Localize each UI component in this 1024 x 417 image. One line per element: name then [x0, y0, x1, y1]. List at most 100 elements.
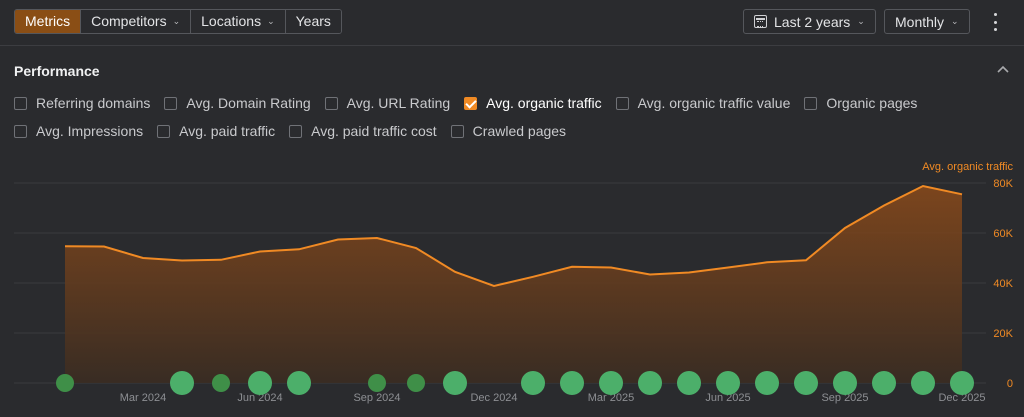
traffic-point[interactable] [644, 269, 656, 281]
traffic-point[interactable] [605, 262, 617, 274]
checkbox-label: Avg. paid traffic [179, 123, 276, 139]
event-marker[interactable] [950, 371, 974, 395]
checkbox[interactable] [14, 96, 27, 110]
tab-locations[interactable]: Locations ⌄ [191, 10, 286, 33]
organic-traffic-chart: Avg. organic traffic 80K 60K 40K 20K 0 Mar 2… [14, 161, 1014, 404]
event-marker[interactable] [170, 371, 194, 395]
series-label: Avg. organic traffic [922, 161, 1013, 173]
event-marker[interactable] [872, 371, 896, 395]
event-marker[interactable] [794, 371, 818, 395]
more-vertical-icon[interactable] [989, 13, 1001, 31]
traffic-point[interactable] [956, 188, 968, 200]
chevron-up-icon[interactable] [997, 64, 1009, 76]
metric-checkbox-row: Referring domains Avg. Domain Rating Avg… [14, 95, 931, 111]
traffic-point[interactable] [176, 255, 188, 267]
traffic-point[interactable] [332, 234, 344, 246]
x-tick-label: Sep 2024 [353, 392, 400, 404]
event-marker[interactable] [755, 371, 779, 395]
checkbox-label: Avg. organic traffic [486, 95, 602, 111]
chevron-down-icon: ⌄ [951, 16, 959, 26]
event-marker[interactable] [368, 374, 386, 392]
event-marker[interactable] [521, 371, 545, 395]
event-marker[interactable] [677, 371, 701, 395]
tab-label: Locations [201, 13, 262, 29]
event-marker[interactable] [833, 371, 857, 395]
traffic-point[interactable] [566, 261, 578, 273]
checkbox-avg-paid-traffic-cost[interactable]: Avg. paid traffic cost [289, 123, 437, 139]
traffic-point[interactable] [449, 266, 461, 278]
checkbox-label: Avg. URL Rating [346, 95, 451, 111]
checkbox-referring-domains[interactable]: Referring domains [14, 95, 150, 111]
chevron-down-icon: ⌄ [267, 16, 275, 26]
tab-years[interactable]: Years [285, 10, 341, 33]
checkbox[interactable] [157, 124, 171, 138]
checkbox-label: Avg. Impressions [36, 123, 144, 139]
tab-label: Competitors [91, 13, 167, 29]
checkbox[interactable] [14, 124, 27, 138]
checkbox[interactable] [324, 96, 338, 110]
checkbox[interactable] [804, 96, 818, 110]
traffic-point[interactable] [488, 280, 500, 292]
checkbox-label: Referring domains [36, 95, 151, 111]
checkbox-organic-pages[interactable]: Organic pages [804, 95, 917, 111]
x-tick-label: Sep 2025 [821, 392, 868, 404]
frequency-dropdown[interactable]: Monthly ⌄ [884, 9, 970, 34]
date-range-dropdown[interactable]: Last 2 years ⌄ [743, 9, 876, 34]
event-marker[interactable] [407, 374, 425, 392]
traffic-point[interactable] [137, 252, 149, 264]
checkbox-label: Organic pages [826, 95, 918, 111]
checkbox-crawled-pages[interactable]: Crawled pages [450, 123, 567, 139]
event-marker[interactable] [56, 374, 74, 392]
event-marker[interactable] [599, 371, 623, 395]
traffic-line [64, 184, 963, 288]
traffic-point[interactable] [59, 240, 71, 252]
event-marker[interactable] [911, 371, 935, 395]
traffic-point[interactable] [371, 232, 383, 244]
checkbox-avg-organic-traffic[interactable]: Avg. organic traffic [464, 95, 602, 111]
checkbox[interactable] [450, 124, 464, 138]
checkbox-avg-domain-rating[interactable]: Avg. Domain Rating [164, 95, 311, 111]
checkbox-label: Crawled pages [472, 123, 567, 139]
traffic-point[interactable] [839, 222, 851, 234]
checkbox-label: Avg. paid traffic cost [311, 123, 437, 139]
traffic-point[interactable] [254, 246, 266, 258]
event-marker[interactable] [638, 371, 662, 395]
x-tick-label: Dec 2025 [938, 392, 985, 404]
traffic-point[interactable] [761, 256, 773, 268]
traffic-point[interactable] [410, 242, 422, 254]
y-tick-label: 60K [993, 228, 1013, 240]
traffic-point[interactable] [98, 241, 110, 253]
tab-competitors[interactable]: Competitors ⌄ [81, 10, 192, 33]
event-marker[interactable] [560, 371, 584, 395]
toolbar: Metrics Competitors ⌄ Locations ⌄ Years La… [0, 0, 1024, 46]
checkbox-label: Avg. Domain Rating [186, 95, 311, 111]
traffic-point[interactable] [683, 267, 695, 279]
traffic-point[interactable] [527, 271, 539, 283]
checkbox[interactable] [289, 124, 303, 138]
checkbox[interactable] [164, 96, 178, 110]
event-marker[interactable] [716, 371, 740, 395]
traffic-point[interactable] [917, 180, 929, 192]
date-range-label: Last 2 years [774, 13, 851, 30]
y-tick-label: 20K [993, 328, 1013, 340]
frequency-label: Monthly [895, 13, 945, 30]
chevron-down-icon: ⌄ [857, 16, 865, 26]
traffic-area [65, 186, 962, 383]
traffic-point[interactable] [722, 262, 734, 274]
checkbox-avg-impressions[interactable]: Avg. Impressions [14, 123, 143, 139]
checkbox[interactable] [615, 96, 629, 110]
checkbox-checked[interactable] [464, 96, 478, 110]
event-marker[interactable] [287, 371, 311, 395]
event-marker[interactable] [212, 374, 230, 392]
traffic-point[interactable] [215, 254, 227, 266]
traffic-point[interactable] [800, 254, 812, 266]
tab-metrics[interactable]: Metrics [15, 10, 82, 33]
traffic-point[interactable] [878, 200, 890, 212]
checkbox-avg-organic-traffic-value[interactable]: Avg. organic traffic value [615, 95, 790, 111]
event-marker[interactable] [248, 371, 272, 395]
calendar-icon [754, 15, 767, 28]
event-marker[interactable] [443, 371, 467, 395]
checkbox-avg-url-rating[interactable]: Avg. URL Rating [324, 95, 451, 111]
checkbox-avg-paid-traffic[interactable]: Avg. paid traffic [157, 123, 275, 139]
traffic-point[interactable] [293, 243, 305, 255]
